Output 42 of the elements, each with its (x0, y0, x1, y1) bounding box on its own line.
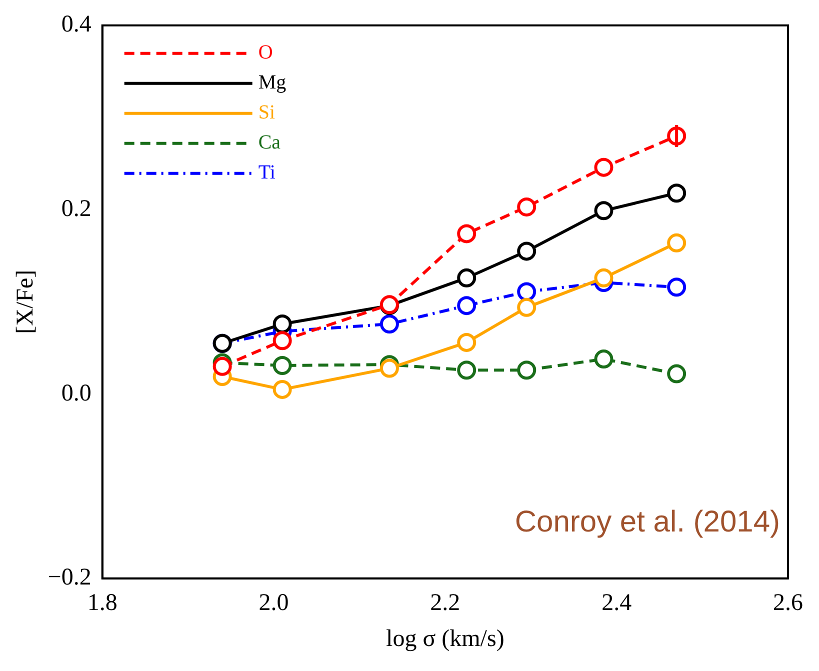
point (517, 282, 536, 302)
point (517, 242, 536, 261)
text: Si (258, 102, 276, 124)
text: Ca (258, 132, 281, 154)
x-tick-label: 2.4 (602, 590, 632, 616)
point (380, 358, 399, 378)
point (594, 158, 614, 177)
y-axis-title: [X/Fe] (12, 270, 39, 334)
y-tick-label: 0.0 (61, 380, 92, 406)
point (667, 278, 686, 297)
x-tick-label: 2.0 (258, 590, 289, 616)
x-tick-label: 2.2 (430, 590, 460, 616)
y-tick-label: 0.2 (61, 196, 92, 222)
point (667, 364, 686, 384)
point (272, 314, 292, 334)
point (594, 201, 614, 220)
point (457, 360, 476, 380)
point (457, 296, 476, 316)
point (594, 350, 614, 369)
annotation: Conroy et al. (2014) (514, 506, 780, 539)
y-tick-label: −0.2 (48, 564, 92, 591)
point (272, 380, 292, 399)
point (517, 298, 536, 317)
point (380, 314, 399, 334)
x-axis-title: log σ (km/s) (386, 626, 504, 652)
point (517, 360, 536, 380)
x-tick-label: 1.8 (87, 590, 118, 616)
point (457, 332, 476, 352)
point (457, 268, 476, 288)
x-tick-label: 2.6 (773, 590, 803, 616)
point (212, 356, 232, 376)
point (457, 224, 476, 244)
point (272, 356, 292, 375)
point (667, 184, 686, 203)
text: O (258, 42, 273, 64)
point (667, 233, 686, 252)
y-tick-label: 0.4 (61, 12, 92, 38)
text: Mg (258, 72, 286, 94)
point (594, 268, 614, 288)
point (272, 331, 292, 350)
text: Ti (258, 162, 276, 184)
point (517, 197, 536, 216)
